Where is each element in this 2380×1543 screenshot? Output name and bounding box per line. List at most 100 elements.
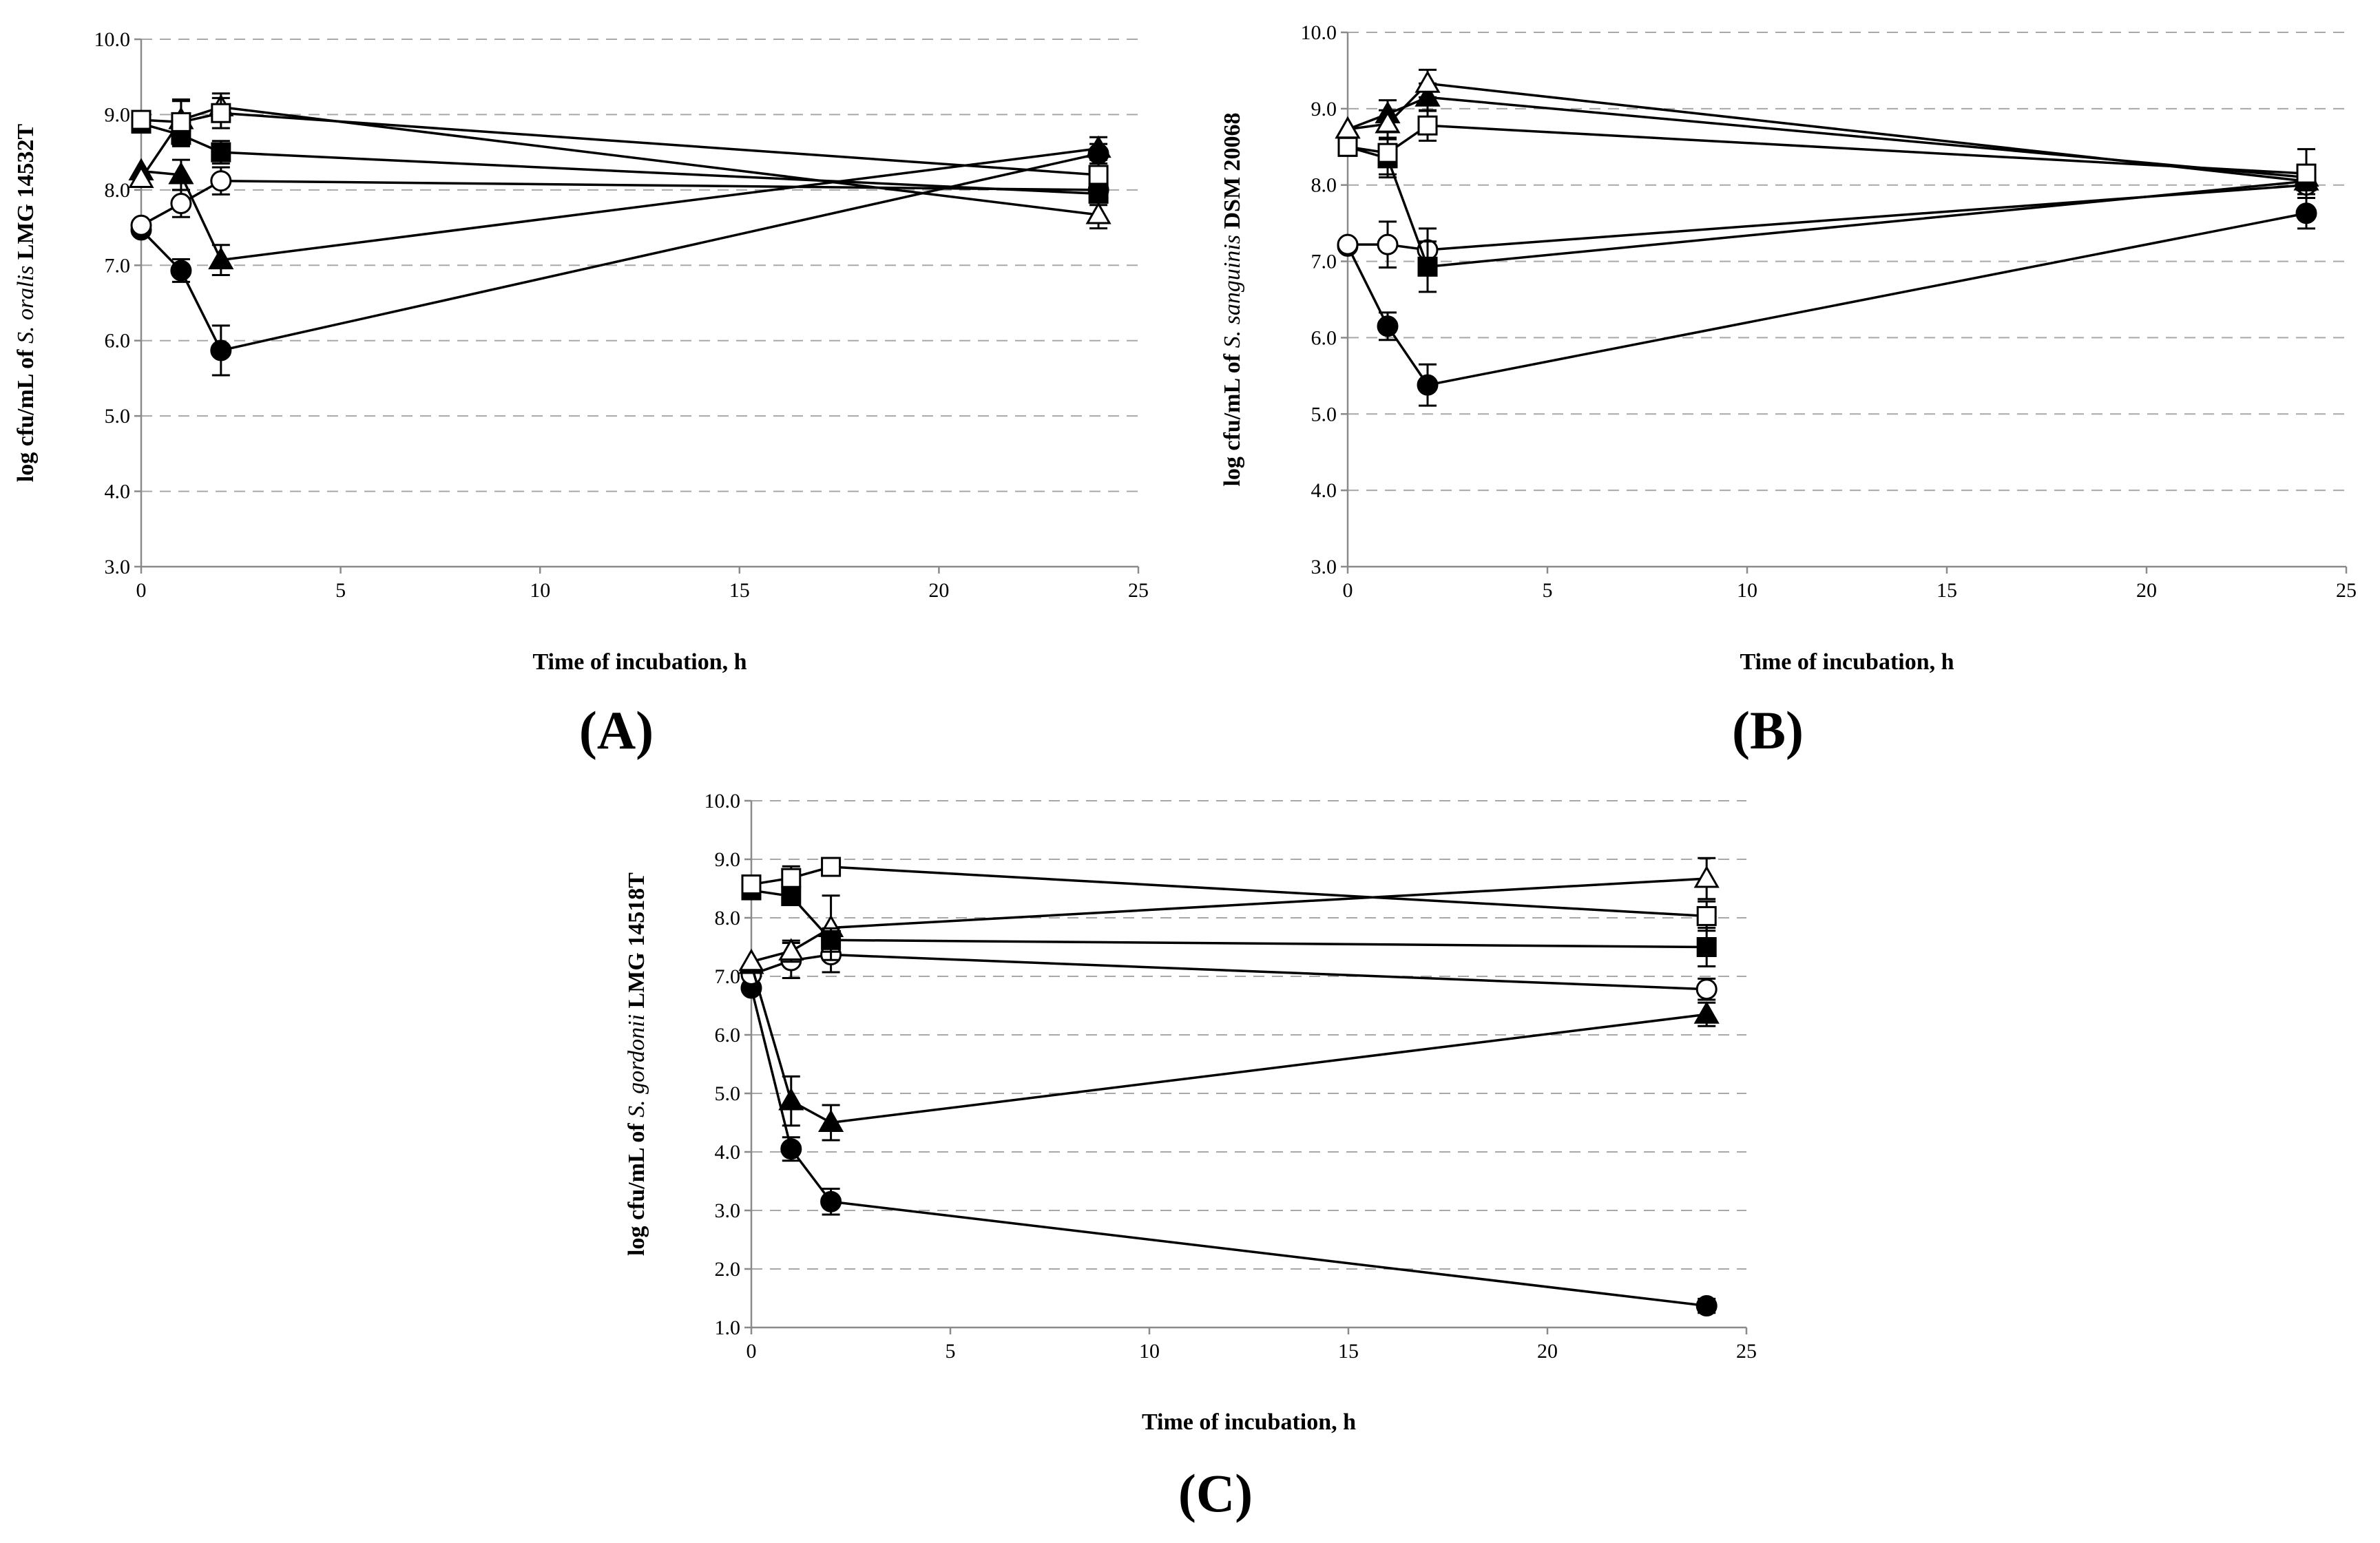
data-point (1417, 115, 1438, 136)
y-tick-label: 7.0 (715, 965, 741, 988)
y-axis-title: log cfu/mL of S. gordonii LMG 14518T (624, 872, 649, 1256)
data-point (1417, 374, 1439, 396)
series-line (140, 112, 1099, 176)
series-square-open (741, 857, 1717, 932)
x-tick-label: 5 (335, 579, 346, 602)
data-point (1088, 183, 1109, 204)
series-line (140, 179, 1099, 227)
data-point (168, 161, 194, 185)
data-point (820, 1190, 842, 1213)
y-tick-label: 6.0 (715, 1024, 741, 1047)
data-point (211, 103, 231, 123)
series-circle-open (1337, 174, 2317, 273)
panel-c: 1.0 2.0 3.0 4.0 5.0 6.0 7.0 8.0 9.0 10.0 0 5 10 15 20 2… (624, 790, 1757, 1523)
data-point (780, 1138, 802, 1160)
y-axis-title-part: DSM 20068 (1220, 112, 1245, 235)
data-point (210, 339, 232, 361)
x-tick-label: 25 (2336, 579, 2357, 602)
y-axis-title: log cfu/mL of S. sanguinis DSM 20068 (1220, 112, 1245, 486)
y-tick-label: 8.0 (1311, 174, 1337, 197)
data-point (211, 142, 231, 162)
series-line (1347, 82, 2307, 182)
series-line (140, 105, 1099, 216)
y-tick-label: 5.0 (105, 405, 131, 428)
y-tick-label: 4.0 (1311, 479, 1337, 502)
x-tick-label: 15 (729, 579, 750, 602)
series-triangle-filled (738, 951, 1720, 1142)
x-tick-label: 10 (1737, 579, 1757, 602)
data-point (130, 214, 152, 236)
y-axis-title-part: S. gordonii (624, 1014, 649, 1117)
data-point (1085, 201, 1111, 224)
series-triangle-filled (128, 135, 1111, 277)
series-square-open (1337, 109, 2317, 200)
x-tick-label: 0 (747, 1340, 757, 1363)
series-line (140, 122, 1099, 196)
y-tick-label: 7.0 (1311, 251, 1337, 273)
y-axis-title-part: S. sanguinis (1220, 235, 1245, 348)
y-tick-label: 7.0 (105, 254, 131, 277)
x-tick-label: 20 (928, 579, 949, 602)
data-point (1377, 315, 1399, 337)
data-point (1696, 905, 1717, 926)
x-tick-label: 25 (1736, 1340, 1757, 1363)
x-tick-label: 20 (2136, 579, 2157, 602)
panel-label: (A) (579, 700, 654, 760)
data-point (778, 1088, 804, 1111)
data-point (171, 112, 191, 132)
y-tick-label: 1.0 (715, 1316, 741, 1339)
data-point (208, 246, 234, 270)
x-axis-title: Time of incubation, h (1740, 649, 1954, 675)
y-tick-label: 8.0 (715, 907, 741, 930)
y-axis-title-part: LMG 14532T (13, 123, 39, 265)
data-point (2296, 163, 2317, 184)
x-axis-title: Time of incubation, h (532, 649, 747, 675)
series-line (751, 865, 1707, 918)
series-line (751, 953, 1707, 991)
data-point (821, 857, 842, 877)
y-tick-label: 8.0 (105, 179, 131, 202)
data-point (778, 938, 804, 961)
y-tick-label: 9.0 (105, 103, 131, 126)
series-line (1347, 145, 2307, 269)
y-tick-label: 5.0 (1311, 403, 1337, 426)
series-line (750, 964, 1707, 1124)
series-line (140, 152, 1099, 352)
series-line (1347, 96, 2307, 179)
x-tick-label: 5 (946, 1340, 956, 1363)
y-axis-title-part: S. oralis (13, 266, 39, 344)
series-circle-filled (740, 977, 1718, 1317)
y-axis-title-part: log cfu/mL of (624, 1117, 649, 1256)
y-tick-label: 9.0 (1311, 98, 1337, 120)
data-point (170, 260, 192, 282)
series-line (750, 987, 1707, 1308)
series-triangle-open (738, 857, 1720, 972)
panel-a: 3.0 4.0 5.0 6.0 7.0 8.0 9.0 10.0 0 5 10 15 20 25 Time … (13, 28, 1149, 760)
panel-b: 3.0 4.0 5.0 6.0 7.0 8.0 9.0 10.0 0 5 10 15 20 25 Time … (1220, 21, 2357, 760)
x-axis-title: Time of incubation, h (1142, 1409, 1356, 1435)
data-point (1693, 865, 1720, 888)
y-tick-label: 4.0 (715, 1141, 741, 1164)
y-tick-label: 3.0 (715, 1199, 741, 1222)
series-line (751, 877, 1707, 963)
x-tick-label: 0 (136, 579, 147, 602)
data-point (1085, 135, 1111, 158)
x-tick-label: 10 (1139, 1340, 1160, 1363)
data-point (128, 165, 154, 188)
series-line (1346, 212, 2307, 387)
y-tick-label: 6.0 (1311, 326, 1337, 349)
y-tick-label: 10.0 (704, 790, 741, 812)
data-point (1695, 1295, 1718, 1317)
series-square-open (131, 96, 1109, 187)
y-tick-label: 4.0 (105, 481, 131, 503)
y-axis-title-part: LMG 14518T (624, 872, 649, 1014)
y-tick-label: 3.0 (105, 556, 131, 578)
series-circle-filled (1337, 197, 2317, 407)
y-axis-title-part: log cfu/mL of (13, 344, 39, 482)
x-tick-label: 15 (1338, 1340, 1359, 1363)
series-square-filled (1337, 136, 2317, 293)
x-tick-label: 10 (530, 579, 550, 602)
x-tick-label: 5 (1543, 579, 1553, 602)
y-axis-title: log cfu/mL of S. oralis LMG 14532T (13, 123, 39, 482)
x-tick-label: 15 (1937, 579, 1957, 602)
